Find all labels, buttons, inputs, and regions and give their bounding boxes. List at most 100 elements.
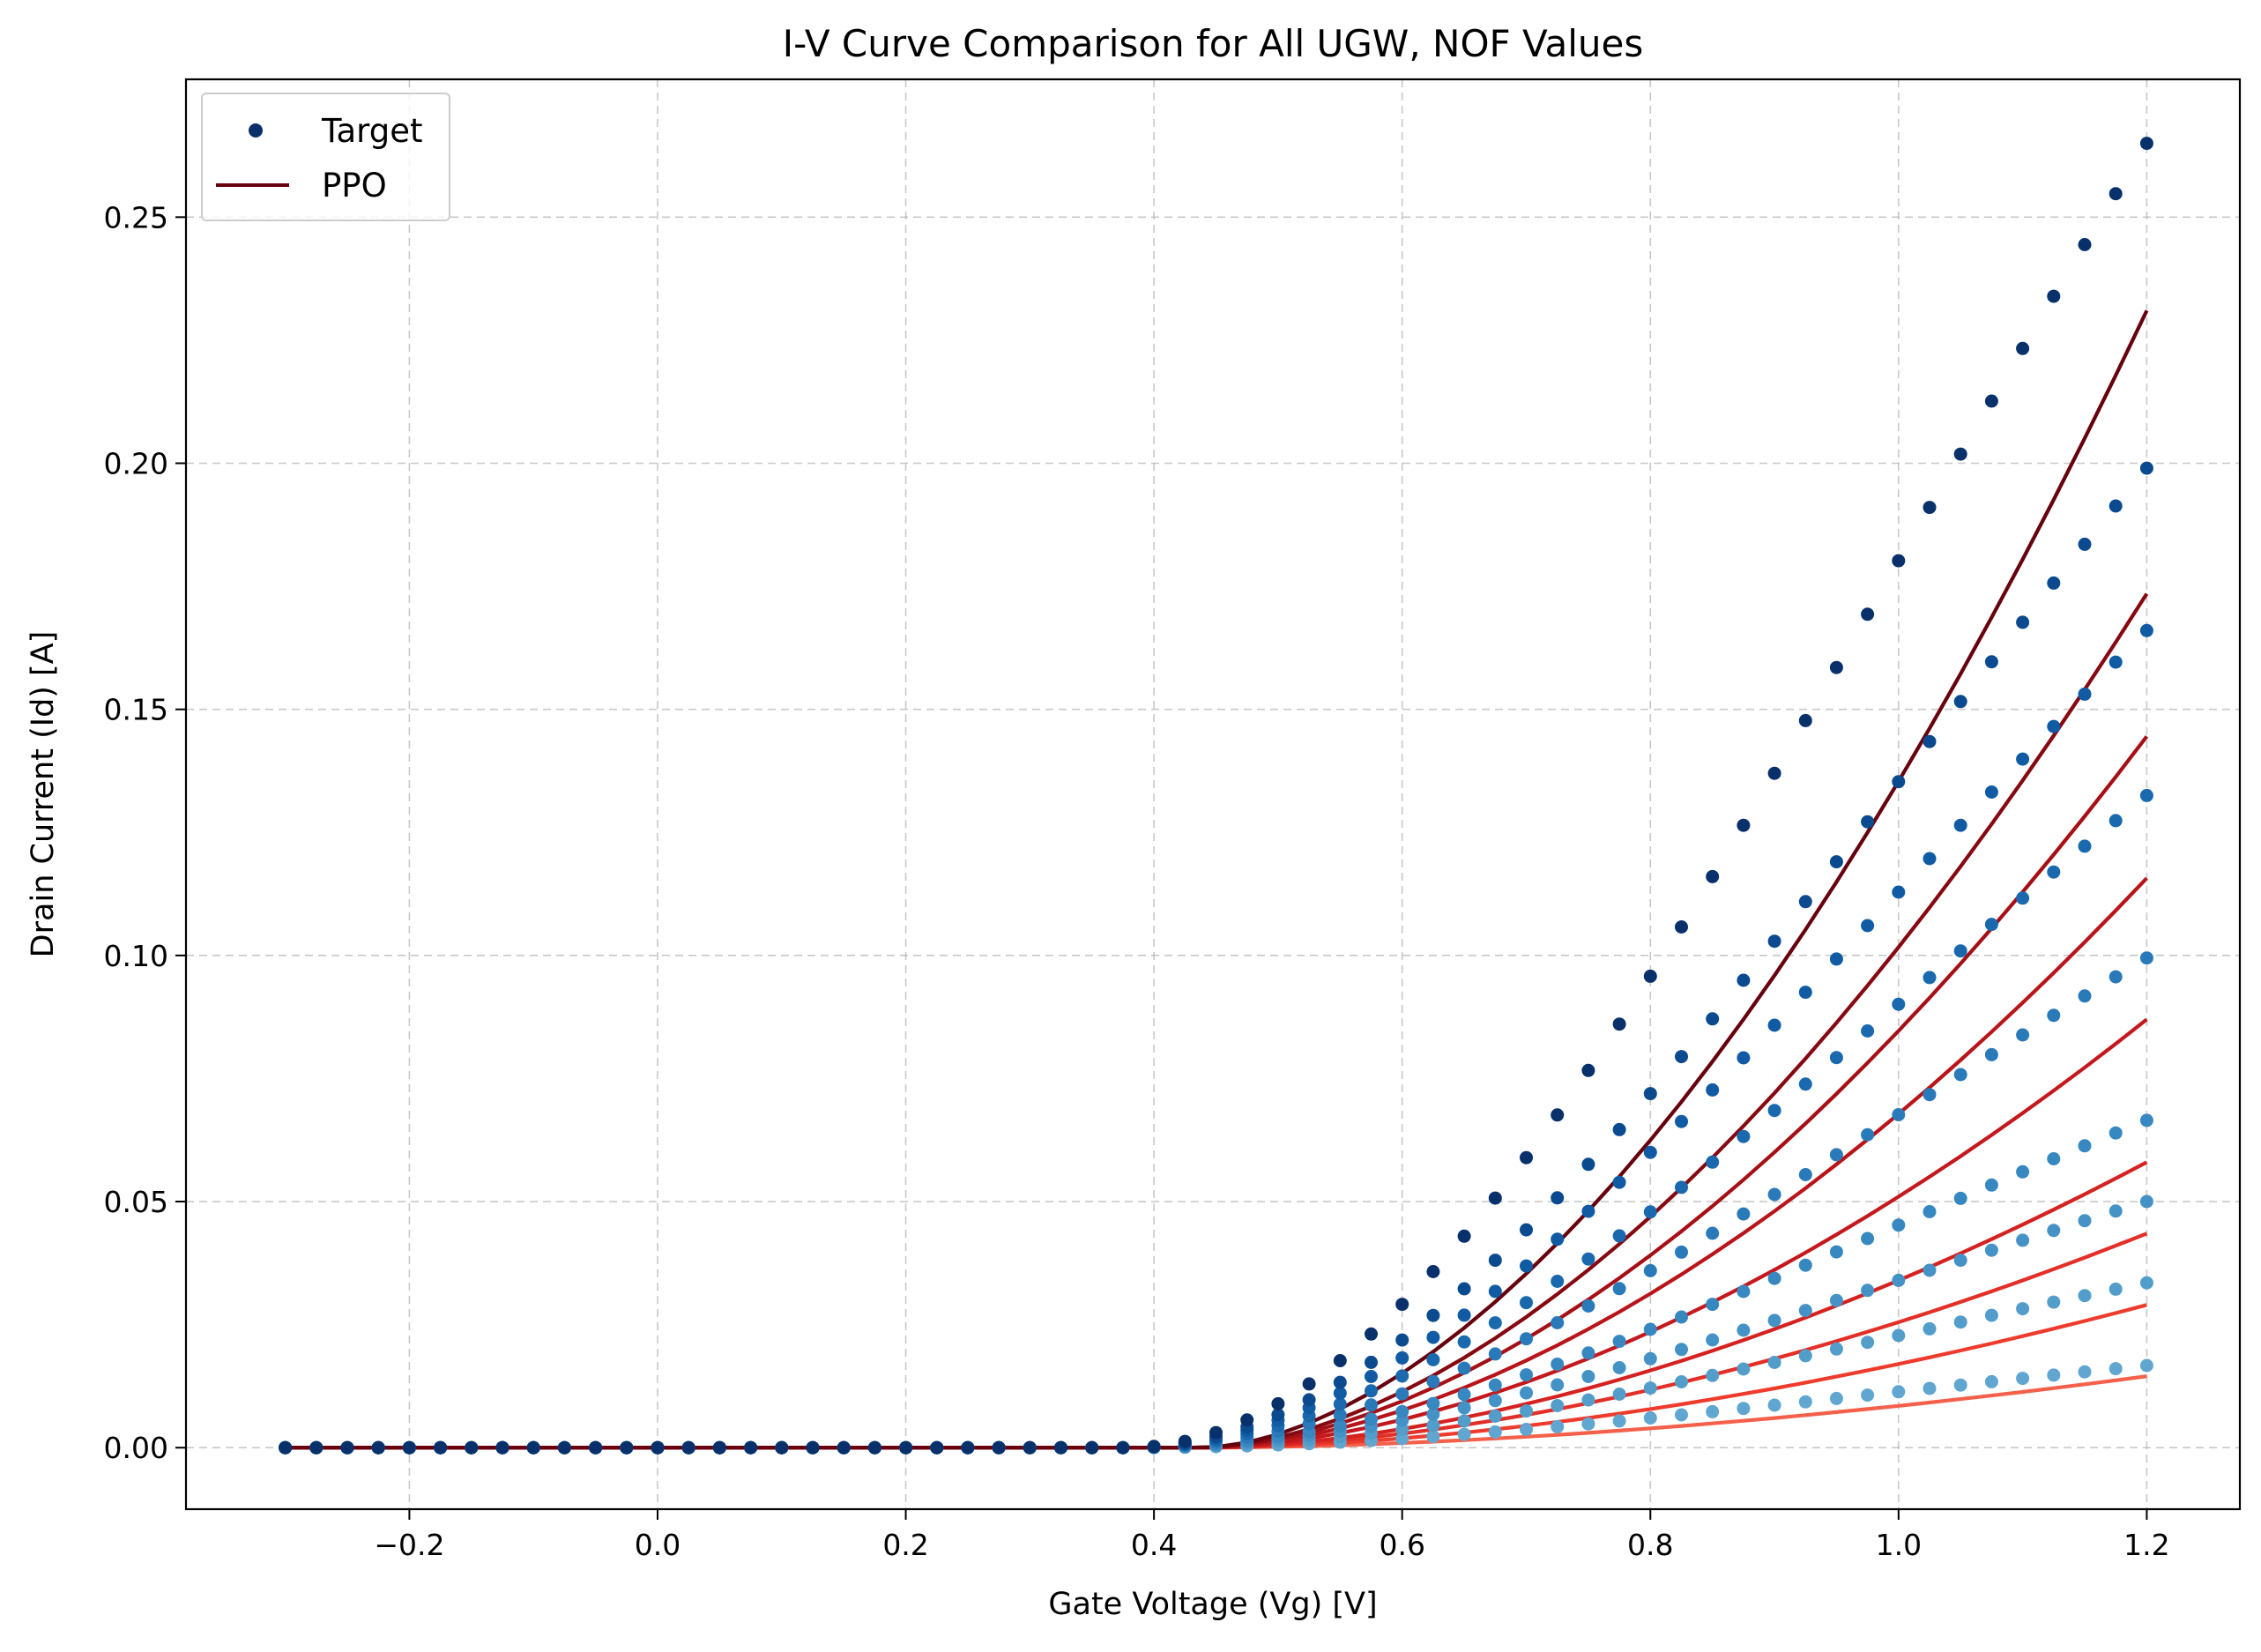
target-point <box>1488 1394 1502 1408</box>
target-point <box>1643 1145 1657 1159</box>
target-point <box>1302 1393 1316 1407</box>
target-point <box>1706 869 1720 883</box>
target-point <box>2078 1365 2092 1379</box>
x-tick-label: 0.2 <box>882 1528 928 1562</box>
legend-frame <box>201 93 450 221</box>
target-point <box>2139 623 2153 637</box>
y-tick-label: 0.25 <box>104 200 168 234</box>
target-point <box>1457 1427 1471 1441</box>
target-point <box>1365 1370 1378 1383</box>
target-point <box>1395 1404 1409 1418</box>
target-point <box>1426 1418 1440 1432</box>
target-point <box>1984 785 1998 799</box>
target-point <box>1426 1374 1440 1388</box>
target-point <box>1923 501 1937 515</box>
target-point <box>1892 885 1906 899</box>
target-point <box>1953 1191 1967 1205</box>
target-point <box>2109 1282 2123 1296</box>
y-tick-label: 0.15 <box>104 693 168 727</box>
target-point <box>1675 1408 1688 1422</box>
target-point <box>1612 1282 1626 1296</box>
target-point <box>589 1440 603 1455</box>
target-point <box>1737 1207 1751 1221</box>
target-point <box>1520 1423 1533 1436</box>
target-point <box>1520 1332 1533 1346</box>
target-point <box>2047 576 2061 590</box>
target-point <box>1767 1104 1781 1118</box>
y-tick-label: 0.05 <box>104 1185 168 1219</box>
plot-frame <box>184 78 2242 1511</box>
target-point <box>1178 1434 1192 1448</box>
target-point <box>1861 1127 1875 1142</box>
target-point <box>1798 1304 1812 1318</box>
target-point <box>2078 1289 2092 1303</box>
target-point <box>1643 1381 1657 1395</box>
target-point <box>1767 1187 1781 1202</box>
x-axis-label: Gate Voltage (Vg) [V] <box>1048 1587 1377 1622</box>
target-point <box>1333 1397 1347 1411</box>
target-point <box>1457 1335 1471 1349</box>
x-tick-label: 1.0 <box>1876 1528 1922 1562</box>
target-point <box>1675 1050 1688 1064</box>
target-point <box>1892 1328 1906 1343</box>
target-point <box>1365 1355 1378 1369</box>
target-point <box>1365 1327 1378 1341</box>
target-point <box>2047 1008 2061 1023</box>
target-point <box>775 1440 789 1455</box>
target-point <box>1675 1180 1688 1194</box>
target-point <box>434 1440 448 1455</box>
target-point <box>1675 1343 1688 1357</box>
target-point <box>1551 1358 1565 1371</box>
y-tick-label: 0.20 <box>104 447 168 481</box>
target-point <box>1209 1425 1223 1440</box>
target-point <box>1767 1271 1781 1285</box>
target-point <box>1426 1396 1440 1410</box>
target-point <box>1829 855 1843 869</box>
legend-ppo-label: PPO <box>322 167 387 205</box>
target-point <box>1953 447 1967 461</box>
target-point <box>526 1440 540 1455</box>
target-point <box>2016 1233 2030 1247</box>
target-point <box>1551 1191 1565 1205</box>
target-point <box>2078 537 2092 551</box>
target-point <box>1829 1148 1843 1162</box>
target-point <box>1520 1368 1533 1382</box>
target-point <box>1675 1375 1688 1388</box>
target-point <box>1643 1263 1657 1277</box>
target-point <box>1457 1414 1471 1428</box>
target-point <box>1767 1313 1781 1328</box>
target-point <box>1953 818 1967 832</box>
target-point <box>2109 1362 2123 1376</box>
target-point <box>2047 289 2061 303</box>
target-point <box>1333 1408 1347 1422</box>
target-point <box>1426 1265 1440 1278</box>
target-point <box>1953 1068 1967 1082</box>
target-point <box>1612 1017 1626 1031</box>
target-point <box>1984 1308 1998 1322</box>
target-point <box>279 1440 293 1455</box>
target-point <box>2109 970 2123 984</box>
target-point <box>1675 1245 1688 1259</box>
target-point <box>2139 1194 2153 1209</box>
target-point <box>899 1440 913 1455</box>
target-point <box>2078 238 2092 251</box>
y-axis-label: Drain Current (Id) [A] <box>26 631 61 958</box>
target-point <box>371 1440 385 1455</box>
target-point <box>1798 1077 1812 1091</box>
target-point <box>1333 1375 1347 1389</box>
target-point <box>1395 1333 1409 1347</box>
target-point <box>1643 1351 1657 1366</box>
target-point <box>1054 1440 1067 1455</box>
target-point <box>2109 187 2123 201</box>
target-point <box>1923 734 1937 748</box>
target-point <box>2078 839 2092 853</box>
target-point <box>2016 1302 2030 1316</box>
target-point <box>1612 1388 1626 1401</box>
target-point <box>1861 1232 1875 1246</box>
target-point <box>557 1440 571 1455</box>
target-point <box>1426 1430 1440 1444</box>
target-point <box>2016 1028 2030 1042</box>
target-point <box>2078 989 2092 1003</box>
target-point <box>1861 1336 1875 1350</box>
target-point <box>2139 1358 2153 1373</box>
